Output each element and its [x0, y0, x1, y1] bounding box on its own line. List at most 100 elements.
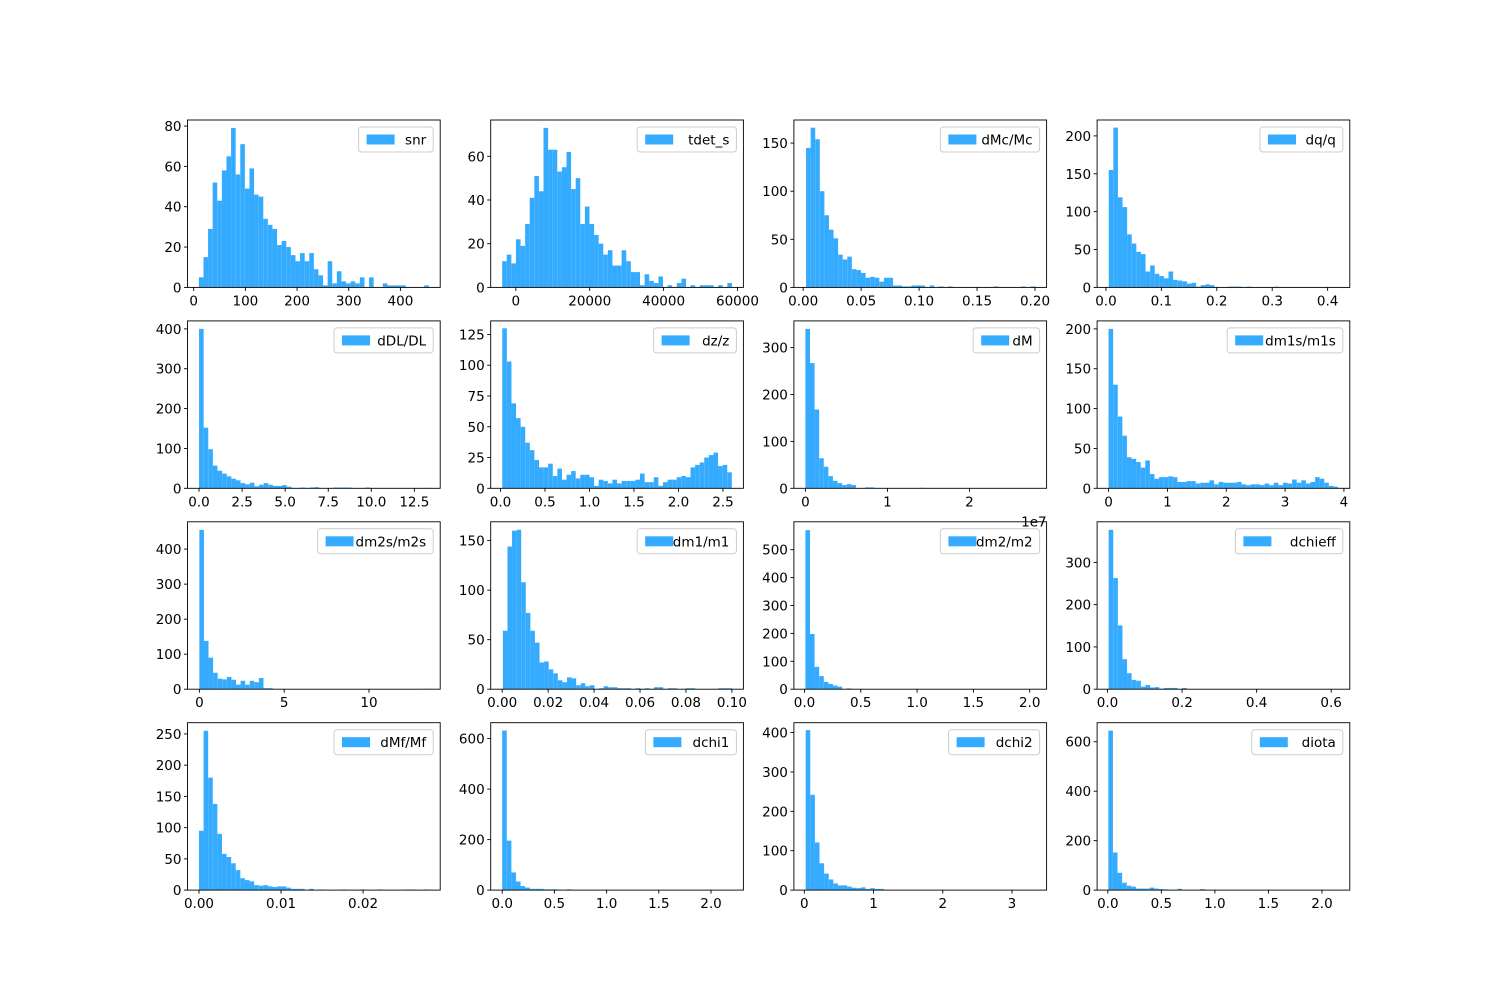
y-tick-label: 0: [173, 481, 182, 497]
histogram-bar: [805, 730, 811, 891]
histogram-bar: [309, 253, 314, 288]
histogram-bar: [1108, 529, 1114, 690]
x-tick-label: 0.00: [487, 695, 517, 711]
histogram-bar: [676, 283, 682, 288]
y-tick-label: 40: [164, 200, 181, 216]
histogram-bar: [1173, 687, 1178, 690]
histogram-bar: [640, 473, 645, 489]
y-tick-label: 60: [164, 159, 181, 175]
y-tick-label: 200: [156, 758, 182, 774]
histogram-bar: [332, 283, 337, 288]
histogram-bar: [851, 485, 856, 489]
histogram-bar: [837, 483, 843, 489]
histogram-bar: [681, 475, 686, 489]
histogram-bar: [543, 127, 549, 288]
histogram-bar: [502, 328, 507, 489]
histogram-bar: [594, 234, 599, 288]
x-tick-label: 1: [1163, 494, 1172, 510]
histogram-bar: [525, 442, 530, 489]
histogram-bar: [612, 265, 618, 288]
x-tick-label: 0: [512, 293, 521, 309]
histogram-bar: [346, 283, 351, 288]
histogram-bar: [520, 426, 526, 489]
histogram-bar: [226, 156, 232, 288]
histogram-bar: [993, 286, 999, 288]
histogram-bar: [580, 474, 585, 489]
histogram-panel-dchi1: 0.0 0.5 1.0 1.5 2.0 0 200 400 600 dchi1: [459, 722, 744, 912]
histogram-bar: [235, 174, 241, 288]
y-tick-label: 0: [779, 280, 788, 296]
histogram-bar: [290, 888, 296, 891]
legend-label: dDL/DL: [377, 333, 426, 349]
legend-patch-icon: [1268, 134, 1296, 145]
histogram-bar: [915, 285, 921, 288]
histogram-bar: [1117, 197, 1123, 288]
histogram-bar: [819, 191, 825, 288]
histogram-bar: [240, 144, 245, 288]
y-tick-label: 300: [762, 341, 788, 357]
histogram-bar: [235, 480, 241, 489]
histogram-bar: [1250, 484, 1256, 489]
histogram-bar: [1301, 480, 1306, 489]
histogram-bar: [1150, 265, 1155, 288]
histogram-bar: [1154, 478, 1160, 489]
histogram-bar: [1287, 483, 1293, 489]
histogram-bar: [1127, 234, 1132, 288]
histogram-bar: [1131, 886, 1136, 891]
legend-patch-icon: [956, 737, 985, 748]
histogram-bar: [1223, 482, 1228, 489]
histogram-panel-ddl-dl: 0.0 2.5 5.0 7.5 10.0 12.5 0 100 200 300 400 dDL/DL: [156, 320, 441, 510]
histogram-panel-dm2-m2: 0.0 0.5 1.0 1.5 2.0 0 100 200 300 400 500 dm2/m2: [762, 521, 1048, 711]
y-tick-label: 100: [762, 844, 788, 860]
histogram-bar: [1204, 482, 1210, 489]
histogram-bar: [249, 168, 255, 288]
histogram-bar: [199, 328, 204, 489]
histogram-bar: [548, 149, 553, 288]
x-tick-label: 7.5: [317, 494, 338, 510]
histogram-bar: [576, 685, 581, 690]
x-tick-label: 0.2: [1206, 293, 1227, 309]
y-tick-label: 600: [1065, 735, 1091, 751]
histogram-bar: [870, 888, 875, 891]
histogram-bar: [1168, 271, 1174, 288]
histogram-bar: [1117, 872, 1123, 891]
x-tick-label: 2: [938, 896, 947, 912]
histogram-bar: [530, 630, 535, 690]
histogram-bar: [1122, 659, 1128, 690]
histogram-bar: [199, 529, 204, 690]
histogram-bar: [883, 277, 889, 288]
histogram-bar: [263, 218, 268, 288]
histogram-bar: [832, 480, 838, 489]
legend-box: [939, 126, 1041, 153]
y-tick-label: 60: [468, 149, 485, 165]
histogram-bar: [722, 688, 728, 690]
y-tick-label: 50: [468, 633, 485, 649]
x-tick-label: 0.0: [188, 494, 209, 510]
histogram-bar: [571, 471, 576, 489]
histogram-bar: [277, 485, 283, 489]
histogram-bar: [557, 171, 562, 288]
histogram-bar: [512, 530, 517, 690]
histogram-bar: [1186, 481, 1192, 489]
histogram-bar: [1154, 888, 1159, 891]
histogram-bar: [538, 467, 544, 489]
x-tick-label: 2.5: [712, 494, 733, 510]
histogram-bar: [240, 483, 246, 489]
histogram-bar: [699, 462, 705, 489]
legend-label: dm1/m1: [673, 534, 730, 550]
histogram-bar: [828, 476, 833, 489]
histogram-bar: [520, 886, 526, 891]
histogram-bar: [851, 887, 857, 891]
x-tick-label: 2.0: [700, 896, 721, 912]
legend-box: [1259, 126, 1344, 153]
y-tick-label: 300: [156, 362, 182, 378]
histogram-bar: [1145, 684, 1151, 690]
x-tick-label: 1.5: [623, 494, 644, 510]
histogram-bar: [1145, 460, 1150, 489]
histogram-bar: [594, 485, 599, 489]
histogram-bar: [561, 167, 567, 288]
histogram-bar: [948, 286, 953, 288]
legend-label: dm2/m2: [976, 534, 1033, 550]
histogram-bar: [300, 253, 305, 288]
